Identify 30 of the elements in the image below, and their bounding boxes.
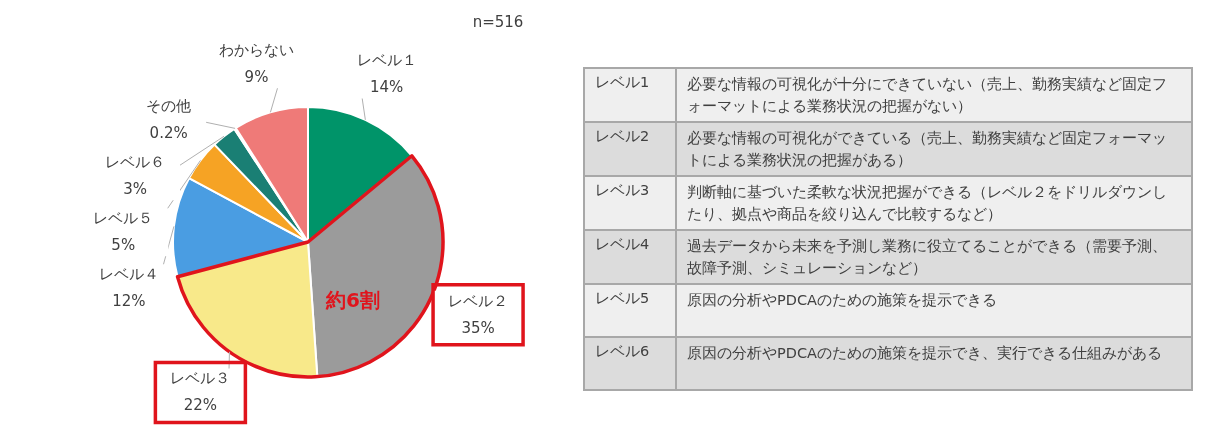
text: 原因の分析やPDCAのための施策を提示でき、実行できる仕組みがある	[676, 337, 1192, 390]
text: 過去データから未来を予測し業務に役立てることができる（需要予測、故障予測、シミュレーションなど）	[676, 230, 1192, 284]
text: 原因の分析やPDCAのための施策を提示できる	[676, 284, 1192, 337]
category-label: レベル5	[584, 284, 676, 337]
category-label: レベル2	[584, 122, 676, 176]
slice-label: その他	[146, 97, 192, 116]
text: 必要な情報の可視化ができている（売上、勤務実績など固定フォーマットによる業務状況の把握がある）	[676, 122, 1192, 176]
category-label: レベル1	[584, 68, 676, 122]
text: 約6割	[325, 288, 380, 313]
data-label: 0.2%	[149, 124, 188, 143]
text: n=516	[472, 12, 524, 31]
slice-label: レベル４	[98, 265, 159, 284]
slice-label: レベル１	[356, 51, 417, 70]
category-label: レベル6	[584, 337, 676, 390]
data-label: 3%	[123, 180, 147, 199]
data-label: 5%	[111, 236, 136, 255]
data-label: 9%	[244, 68, 269, 87]
category-label: レベル4	[584, 230, 676, 284]
slice-label: レベル５	[93, 209, 154, 228]
category-label: レベル3	[584, 176, 676, 230]
slice-label: レベル３	[170, 369, 231, 388]
slice-label: レベル６	[105, 153, 166, 172]
slice-label: わからない	[218, 41, 294, 60]
data-label: 12%	[112, 292, 146, 311]
slice-label: レベル２	[448, 291, 509, 310]
text: 必要な情報の可視化が十分にできていない（売上、勤務実績など固定フォーマットによる業務状況の把握がない）	[676, 68, 1192, 122]
text: 判断軸に基づいた柔軟な状況把握ができる（レベル２をドリルダウンしたり、拠点や商品を絞り込んで比較するなど）	[676, 176, 1192, 230]
data-label: 22%	[183, 396, 218, 415]
data-label: 14%	[369, 78, 404, 97]
data-label: 35%	[461, 318, 495, 337]
